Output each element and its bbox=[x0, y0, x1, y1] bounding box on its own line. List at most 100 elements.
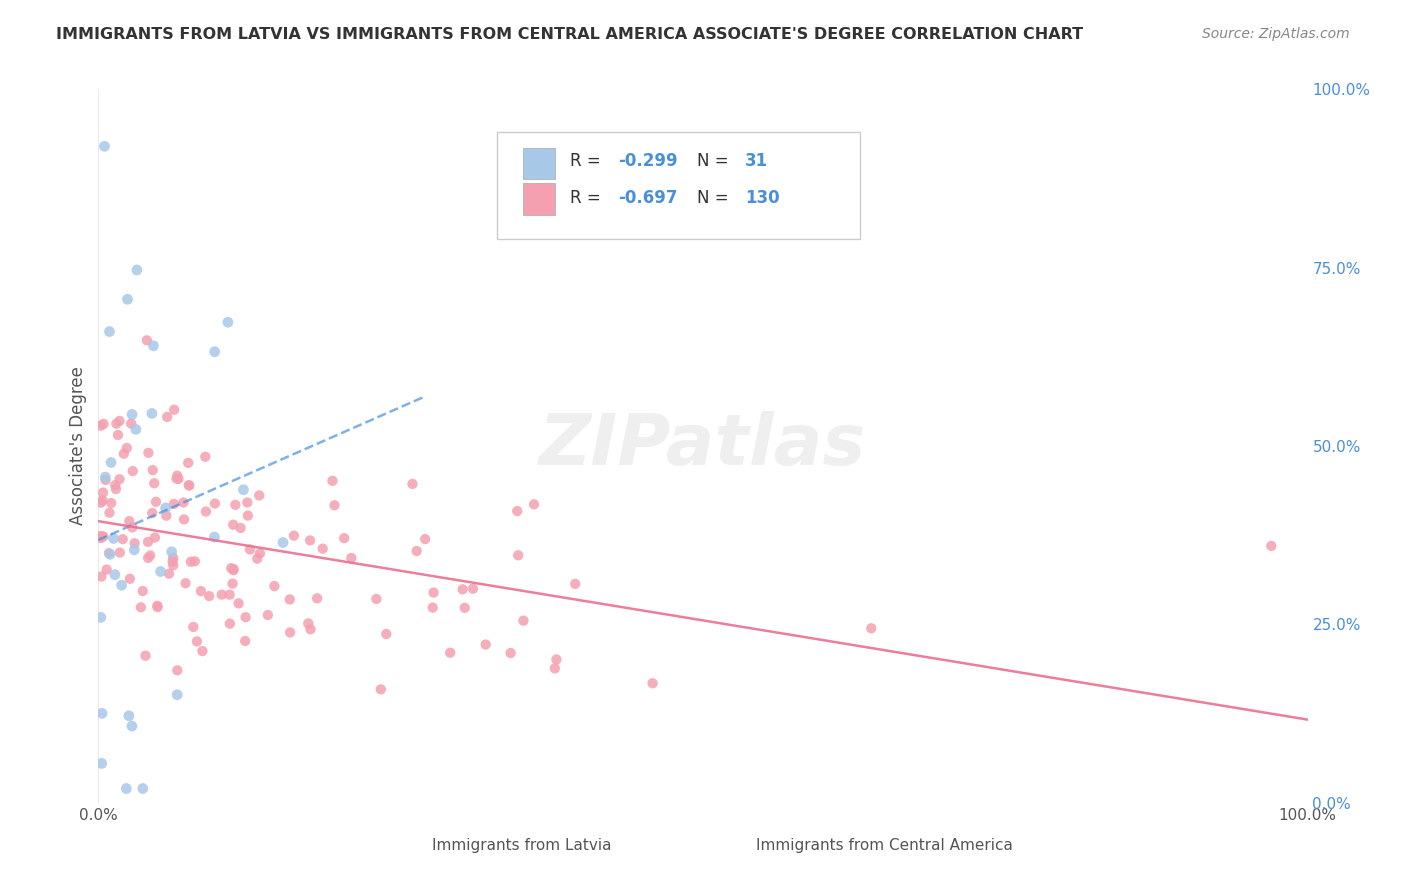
Point bbox=[204, 344, 226, 359]
Point bbox=[120, 417, 142, 431]
Point bbox=[94, 470, 117, 484]
Point bbox=[375, 627, 398, 641]
Point bbox=[129, 600, 152, 615]
Point bbox=[108, 472, 131, 486]
Point bbox=[121, 408, 143, 422]
Point bbox=[544, 661, 567, 675]
Point bbox=[90, 756, 112, 771]
Point bbox=[221, 576, 243, 591]
Point bbox=[134, 648, 156, 663]
Point bbox=[239, 542, 262, 557]
Point bbox=[263, 579, 285, 593]
Text: Source: ZipAtlas.com: Source: ZipAtlas.com bbox=[1202, 27, 1350, 41]
Point bbox=[366, 591, 388, 606]
Point bbox=[132, 584, 155, 599]
Point bbox=[90, 610, 112, 624]
Point bbox=[143, 531, 166, 545]
Point bbox=[136, 534, 159, 549]
Point bbox=[173, 512, 195, 526]
Point bbox=[222, 563, 245, 577]
Text: N =: N = bbox=[697, 189, 734, 207]
Point bbox=[179, 478, 201, 492]
Point bbox=[163, 497, 186, 511]
Point bbox=[98, 325, 121, 339]
Text: -0.697: -0.697 bbox=[619, 189, 678, 207]
Point bbox=[100, 455, 122, 469]
FancyBboxPatch shape bbox=[375, 833, 405, 855]
Point bbox=[149, 565, 172, 579]
Text: IMMIGRANTS FROM LATVIA VS IMMIGRANTS FROM CENTRAL AMERICA ASSOCIATE'S DEGREE COR: IMMIGRANTS FROM LATVIA VS IMMIGRANTS FRO… bbox=[56, 27, 1084, 42]
Point bbox=[323, 498, 346, 512]
Text: R =: R = bbox=[569, 189, 606, 207]
Point bbox=[1260, 539, 1282, 553]
Text: 31: 31 bbox=[745, 152, 769, 169]
Point bbox=[121, 520, 143, 534]
Point bbox=[115, 441, 138, 455]
Point bbox=[97, 546, 120, 560]
Point bbox=[90, 569, 112, 583]
Point bbox=[194, 504, 217, 518]
Point bbox=[121, 464, 143, 478]
Point bbox=[167, 472, 190, 486]
Point bbox=[453, 600, 475, 615]
Point bbox=[177, 456, 200, 470]
Point bbox=[370, 682, 392, 697]
Point bbox=[860, 621, 883, 635]
Point bbox=[96, 563, 118, 577]
Point bbox=[157, 566, 180, 581]
Point bbox=[194, 450, 217, 464]
Point bbox=[90, 418, 112, 433]
Text: Immigrants from Central America: Immigrants from Central America bbox=[756, 838, 1012, 853]
Point bbox=[104, 482, 127, 496]
Point bbox=[162, 558, 184, 573]
Point bbox=[162, 550, 184, 565]
Point bbox=[115, 781, 138, 796]
Point bbox=[138, 446, 160, 460]
Point bbox=[233, 634, 256, 648]
Text: N =: N = bbox=[697, 152, 734, 169]
Point bbox=[103, 532, 125, 546]
Point bbox=[546, 652, 568, 666]
Point bbox=[100, 496, 122, 510]
Point bbox=[163, 402, 186, 417]
Point bbox=[143, 476, 166, 491]
Point bbox=[121, 719, 143, 733]
Point bbox=[219, 561, 242, 575]
Point bbox=[641, 676, 664, 690]
Point bbox=[118, 514, 141, 528]
Point bbox=[122, 542, 145, 557]
Point bbox=[222, 517, 245, 532]
Point bbox=[156, 409, 179, 424]
Point bbox=[132, 781, 155, 796]
Point bbox=[173, 495, 195, 509]
Point bbox=[166, 688, 188, 702]
Point bbox=[401, 476, 423, 491]
Point bbox=[224, 498, 246, 512]
Point bbox=[145, 495, 167, 509]
Point bbox=[91, 485, 114, 500]
FancyBboxPatch shape bbox=[498, 132, 860, 239]
Point bbox=[146, 600, 169, 615]
Point bbox=[257, 607, 280, 622]
Point bbox=[90, 496, 112, 510]
Point bbox=[321, 474, 343, 488]
Point bbox=[228, 596, 250, 610]
Point bbox=[174, 576, 197, 591]
Point bbox=[110, 578, 132, 592]
Point bbox=[512, 614, 534, 628]
Point bbox=[155, 500, 177, 515]
Point bbox=[181, 620, 204, 634]
Point bbox=[299, 622, 322, 636]
Point bbox=[98, 547, 121, 561]
Point bbox=[461, 582, 484, 596]
Point bbox=[422, 600, 444, 615]
Point bbox=[564, 577, 586, 591]
Point bbox=[105, 417, 128, 431]
Point bbox=[299, 533, 322, 548]
Point bbox=[413, 532, 436, 546]
Point bbox=[155, 508, 177, 523]
Point bbox=[190, 584, 212, 599]
Point bbox=[246, 551, 269, 566]
Point bbox=[146, 599, 169, 613]
Point bbox=[218, 616, 240, 631]
